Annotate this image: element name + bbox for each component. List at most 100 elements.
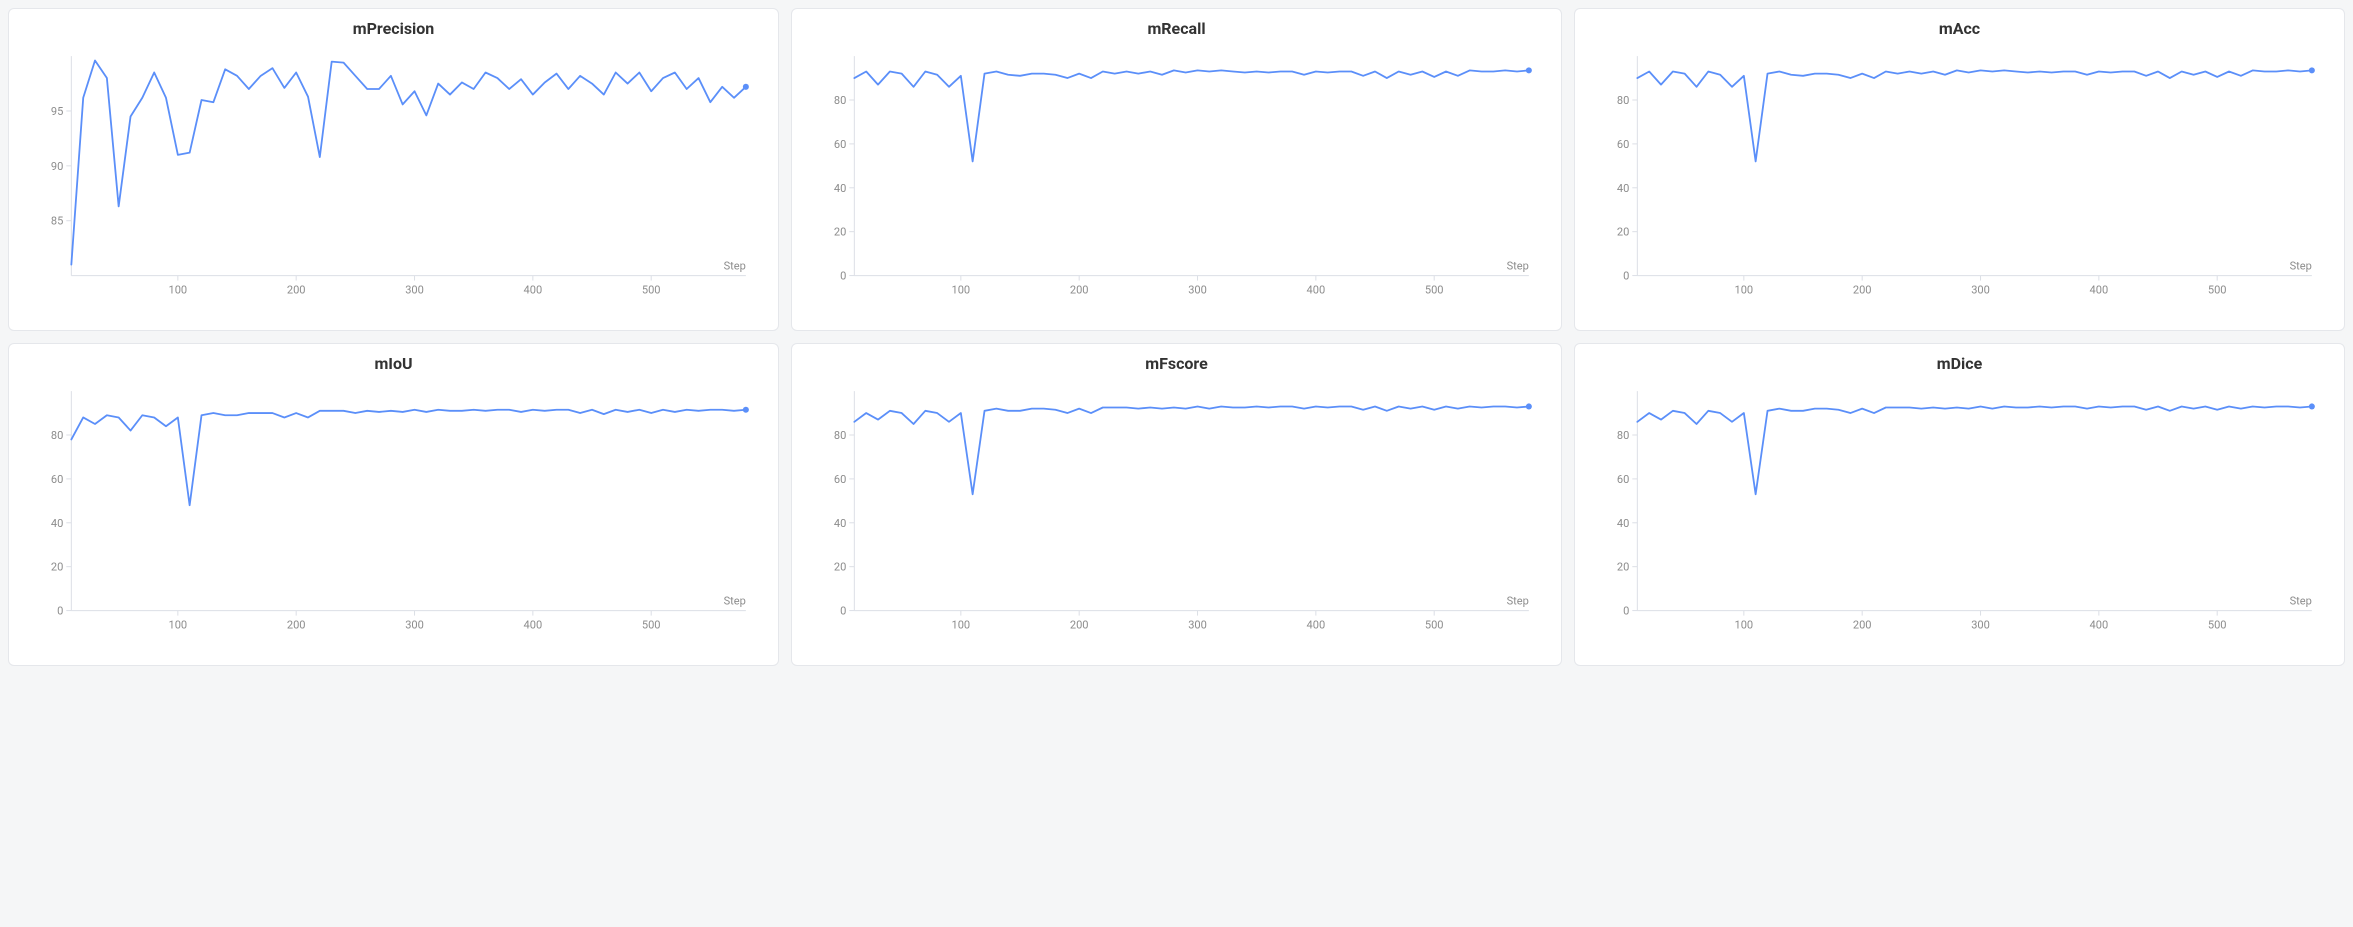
x-axis-title: Step xyxy=(2290,594,2312,607)
chart-svg: 0 20 40 60 80 100 200 300 400 500 Step xyxy=(1587,377,2332,659)
y-tick-label: 40 xyxy=(1617,517,1629,530)
x-tick-label: 500 xyxy=(642,619,661,632)
chart-svg: 85 90 95 100 200 300 400 500 Step xyxy=(21,42,766,324)
y-tick-label: 60 xyxy=(834,473,846,486)
chart-title: mIoU xyxy=(21,354,766,373)
x-tick-label: 400 xyxy=(1307,284,1326,297)
x-tick-label: 200 xyxy=(1070,284,1089,297)
y-tick-label: 0 xyxy=(57,604,63,617)
x-tick-label: 100 xyxy=(169,619,188,632)
chart-svg: 0 20 40 60 80 100 200 300 400 500 Step xyxy=(1587,42,2332,324)
y-tick-label: 60 xyxy=(1617,138,1629,151)
y-tick-label: 0 xyxy=(840,604,846,617)
y-tick-label: 20 xyxy=(834,226,846,239)
x-tick-label: 100 xyxy=(1735,619,1754,632)
y-tick-label: 0 xyxy=(1623,604,1629,617)
chart-plot[interactable]: 0 20 40 60 80 100 200 300 400 500 Step xyxy=(21,377,766,659)
x-tick-label: 400 xyxy=(2090,619,2109,632)
y-tick-label: 60 xyxy=(834,138,846,151)
chart-plot[interactable]: 0 20 40 60 80 100 200 300 400 500 Step xyxy=(1587,42,2332,324)
y-tick-label: 20 xyxy=(834,561,846,574)
chart-title: mAcc xyxy=(1587,19,2332,38)
x-axis-title: Step xyxy=(724,260,746,273)
y-tick-label: 80 xyxy=(834,94,846,107)
chart-title: mPrecision xyxy=(21,19,766,38)
x-axis-title: Step xyxy=(2290,260,2312,273)
y-tick-label: 0 xyxy=(1623,270,1629,283)
y-tick-label: 20 xyxy=(1617,561,1629,574)
x-tick-label: 200 xyxy=(1070,619,1089,632)
x-tick-label: 100 xyxy=(1735,284,1754,297)
x-tick-label: 100 xyxy=(952,619,971,632)
x-tick-label: 500 xyxy=(1425,619,1444,632)
y-tick-label: 0 xyxy=(840,270,846,283)
x-tick-label: 100 xyxy=(169,284,188,297)
chart-plot[interactable]: 0 20 40 60 80 100 200 300 400 500 Step xyxy=(804,377,1549,659)
chart-card-mFscore: mFscore 0 20 40 60 80 100 200 300 400 500 Step xyxy=(791,343,1562,666)
chart-title: mRecall xyxy=(804,19,1549,38)
y-tick-label: 40 xyxy=(834,182,846,195)
x-tick-label: 400 xyxy=(524,619,543,632)
series-end-marker xyxy=(743,407,749,413)
y-tick-label: 90 xyxy=(51,160,63,173)
x-tick-label: 400 xyxy=(524,284,543,297)
x-tick-label: 200 xyxy=(1853,284,1872,297)
series-end-marker xyxy=(743,84,749,90)
charts-grid: mPrecision859095100200300400500StepmReca… xyxy=(8,8,2345,666)
x-tick-label: 300 xyxy=(1188,619,1207,632)
series-line xyxy=(854,406,1529,494)
y-tick-label: 40 xyxy=(1617,182,1629,195)
chart-card-mDice: mDice 0 20 40 60 80 100 200 300 400 500 Step xyxy=(1574,343,2345,666)
chart-plot[interactable]: 0 20 40 60 80 100 200 300 400 500 Step xyxy=(804,42,1549,324)
x-tick-label: 300 xyxy=(1971,619,1990,632)
y-tick-label: 60 xyxy=(1617,473,1629,486)
series-line xyxy=(1637,70,2312,161)
chart-title: mDice xyxy=(1587,354,2332,373)
y-tick-label: 80 xyxy=(51,429,63,442)
x-axis-title: Step xyxy=(724,594,746,607)
series-end-marker xyxy=(2309,67,2315,73)
series-line xyxy=(71,61,746,265)
x-tick-label: 400 xyxy=(2090,284,2109,297)
chart-plot[interactable]: 0 20 40 60 80 100 200 300 400 500 Step xyxy=(1587,377,2332,659)
chart-svg: 0 20 40 60 80 100 200 300 400 500 Step xyxy=(21,377,766,659)
x-tick-label: 500 xyxy=(642,284,661,297)
x-tick-label: 300 xyxy=(405,619,424,632)
y-tick-label: 40 xyxy=(51,517,63,530)
y-tick-label: 80 xyxy=(1617,429,1629,442)
x-tick-label: 300 xyxy=(1188,284,1207,297)
x-tick-label: 300 xyxy=(1971,284,1990,297)
series-line xyxy=(1637,406,2312,494)
x-tick-label: 200 xyxy=(287,284,306,297)
x-axis-title: Step xyxy=(1507,594,1529,607)
x-tick-label: 500 xyxy=(1425,284,1444,297)
y-tick-label: 95 xyxy=(51,105,63,118)
chart-svg: 0 20 40 60 80 100 200 300 400 500 Step xyxy=(804,42,1549,324)
y-tick-label: 20 xyxy=(51,561,63,574)
x-tick-label: 300 xyxy=(405,284,424,297)
x-axis-title: Step xyxy=(1507,260,1529,273)
chart-plot[interactable]: 85 90 95 100 200 300 400 500 Step xyxy=(21,42,766,324)
y-tick-label: 80 xyxy=(1617,94,1629,107)
series-line xyxy=(71,410,746,506)
y-tick-label: 60 xyxy=(51,473,63,486)
chart-title: mFscore xyxy=(804,354,1549,373)
chart-card-mIoU: mIoU 0 20 40 60 80 100 200 300 400 500 Step xyxy=(8,343,779,666)
chart-card-mPrecision: mPrecision 85 90 95 100 200 300 400 500 Step xyxy=(8,8,779,331)
series-end-marker xyxy=(2309,403,2315,409)
x-tick-label: 400 xyxy=(1307,619,1326,632)
y-tick-label: 20 xyxy=(1617,226,1629,239)
x-tick-label: 500 xyxy=(2208,619,2227,632)
y-tick-label: 40 xyxy=(834,517,846,530)
series-line xyxy=(854,70,1529,161)
series-end-marker xyxy=(1526,67,1532,73)
x-tick-label: 200 xyxy=(1853,619,1872,632)
chart-card-mAcc: mAcc 0 20 40 60 80 100 200 300 400 500 Step xyxy=(1574,8,2345,331)
x-tick-label: 200 xyxy=(287,619,306,632)
x-tick-label: 500 xyxy=(2208,284,2227,297)
y-tick-label: 85 xyxy=(51,215,63,228)
y-tick-label: 80 xyxy=(834,429,846,442)
chart-card-mRecall: mRecall 0 20 40 60 80 100 200 300 400 500 Step xyxy=(791,8,1562,331)
chart-svg: 0 20 40 60 80 100 200 300 400 500 Step xyxy=(804,377,1549,659)
x-tick-label: 100 xyxy=(952,284,971,297)
